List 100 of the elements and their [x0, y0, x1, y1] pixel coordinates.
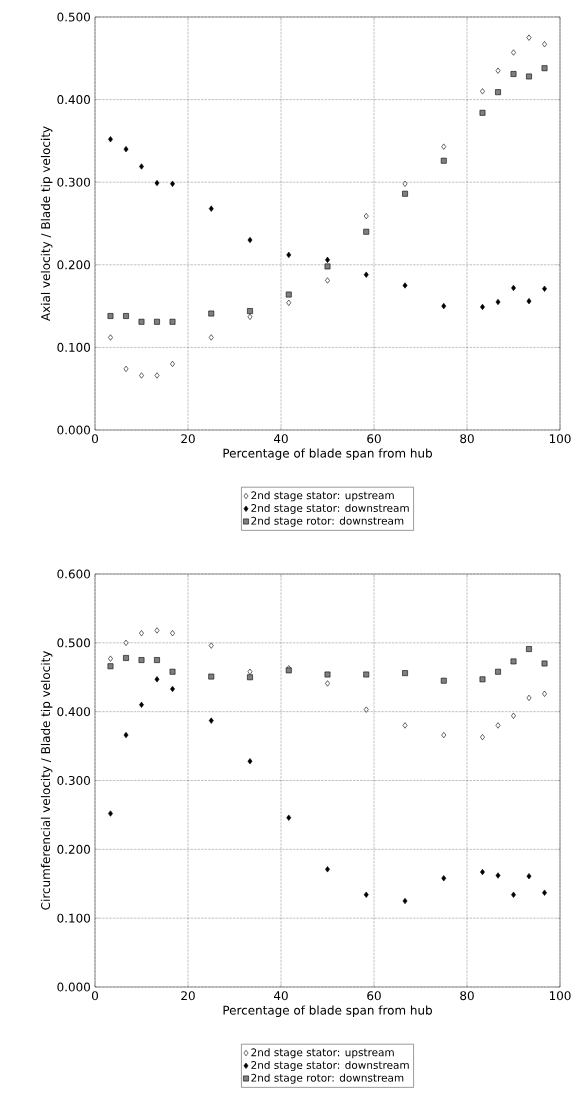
point [123, 146, 129, 153]
point [139, 701, 144, 708]
point [139, 630, 144, 637]
point [154, 627, 160, 634]
point [286, 251, 292, 258]
point [247, 236, 253, 244]
point [526, 873, 532, 880]
y-tick-label: 0.200 [57, 260, 91, 270]
point [526, 646, 532, 652]
point [495, 67, 501, 74]
point [480, 88, 485, 95]
legend-label: 2nd stage stator: downstream [251, 1060, 409, 1072]
point [440, 157, 447, 164]
point [511, 712, 516, 719]
point [510, 658, 517, 665]
point [402, 190, 408, 197]
point [441, 143, 447, 150]
point [402, 670, 408, 677]
point [138, 657, 145, 663]
point [402, 897, 408, 905]
point [285, 291, 292, 298]
point [363, 271, 369, 278]
point [495, 89, 501, 96]
point [108, 334, 113, 341]
point [108, 136, 113, 143]
point [479, 676, 486, 683]
point [495, 298, 501, 306]
point [247, 308, 253, 314]
y-tick-label: 0.200 [57, 844, 91, 854]
point [402, 180, 408, 187]
legend-label: 2nd stage stator: downstream [251, 503, 409, 515]
point [510, 71, 517, 77]
point [363, 228, 370, 235]
y-tick-label: 0.100 [57, 913, 91, 923]
point [441, 303, 447, 310]
point [139, 372, 144, 379]
point [123, 731, 129, 739]
point [169, 668, 176, 675]
x-axis-title: Percentage of blade span from hub [223, 448, 432, 460]
point [495, 722, 501, 729]
point [139, 163, 144, 170]
point [440, 677, 447, 684]
point [208, 334, 214, 341]
y-tick-label: 0.000 [57, 425, 91, 435]
point [526, 34, 532, 41]
point [208, 717, 214, 724]
point [324, 263, 331, 270]
point [286, 299, 292, 306]
point [324, 671, 331, 678]
y-tick-label: 0.500 [57, 12, 91, 22]
point [123, 365, 129, 372]
point [541, 660, 548, 667]
legend-label: 2nd stage rotor: downstream [251, 516, 404, 527]
x-tick-label: 0 [91, 991, 99, 1001]
point [247, 674, 253, 681]
x-tick-label: 40 [273, 991, 288, 1001]
y-tick-label: 0.100 [57, 342, 91, 352]
point [170, 360, 175, 367]
y-tick-label: 0.300 [57, 775, 91, 786]
point [441, 875, 447, 882]
x-tick-label: 80 [460, 991, 474, 1001]
point [526, 694, 532, 701]
point [325, 866, 330, 873]
x-tick-label: 100 [549, 434, 571, 444]
point [325, 256, 330, 263]
point [495, 872, 501, 879]
point [108, 655, 113, 662]
point [542, 41, 547, 48]
y-axis-title: Axial velocity / Blade tip velocity [40, 126, 53, 321]
y-axis-title: Circumferencial velocity / Blade tip velocity [40, 651, 53, 910]
point [526, 298, 532, 305]
point [247, 313, 253, 320]
point [208, 642, 214, 649]
legend-label: 2nd stage stator: upstream [251, 491, 394, 502]
point [325, 680, 330, 687]
point [479, 109, 486, 116]
x-tick-label: 0 [91, 434, 99, 444]
y-tick-label: 0.400 [57, 95, 91, 105]
y-tick-label: 0.400 [57, 707, 91, 717]
y-tick-label: 0.300 [57, 177, 91, 187]
point [123, 639, 129, 646]
point [542, 690, 547, 697]
point [123, 313, 129, 319]
x-tick-label: 60 [367, 991, 381, 1001]
point [138, 318, 145, 325]
point [154, 179, 160, 187]
point [169, 318, 176, 325]
point [123, 655, 129, 661]
point [208, 673, 215, 680]
point [511, 49, 516, 56]
point [542, 285, 547, 292]
point [154, 372, 160, 379]
point [107, 663, 114, 670]
point [170, 180, 175, 187]
point [541, 65, 548, 72]
x-axis-title: Percentage of blade span from hub [223, 1005, 432, 1017]
y-tick-label: 0.600 [57, 569, 91, 579]
legend-label: 2nd stage rotor: downstream [251, 1073, 404, 1084]
point [363, 671, 370, 678]
y-tick-label: 0.500 [57, 638, 91, 648]
